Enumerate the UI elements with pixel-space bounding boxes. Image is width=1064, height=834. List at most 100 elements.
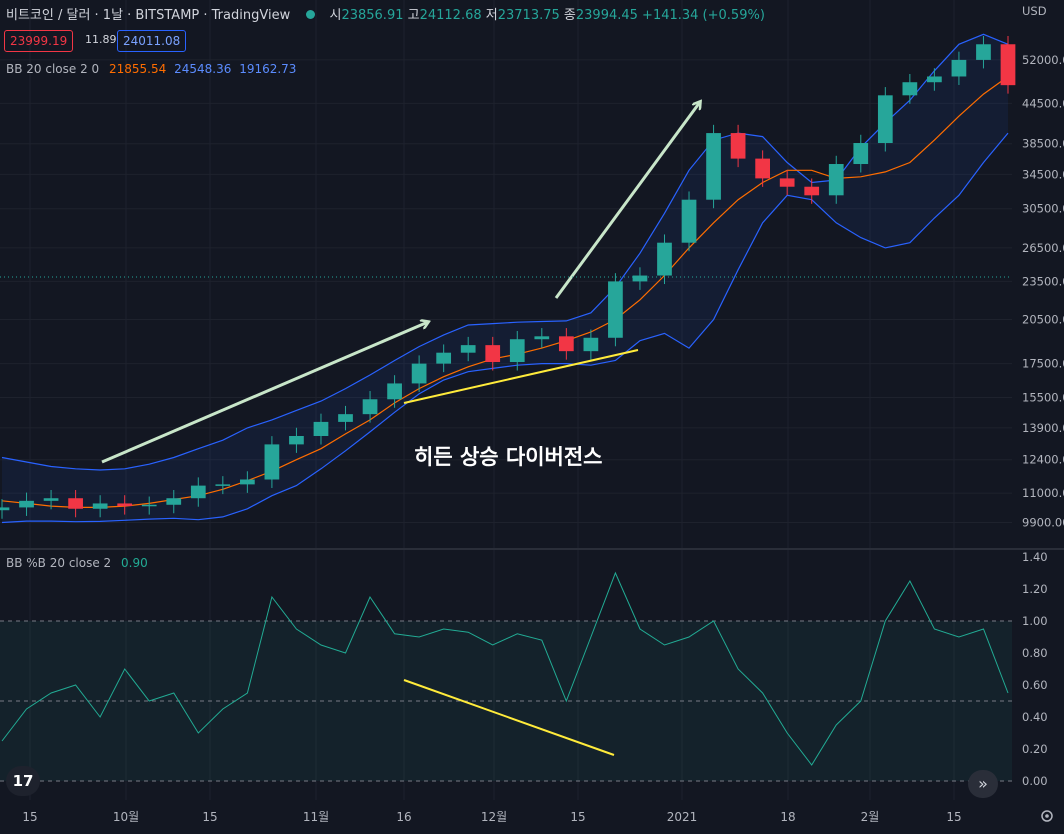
scroll-to-realtime-button[interactable]: » (968, 770, 998, 798)
price-tick-label: 20500.00 (1022, 313, 1064, 327)
pctb-tick-label: 1.20 (1022, 582, 1048, 596)
candle (43, 489, 59, 510)
candle (583, 329, 599, 360)
price-tick-label: 23500.00 (1022, 274, 1064, 288)
candle (976, 36, 991, 69)
price-tick-label: 38500.00 (1022, 137, 1064, 151)
candles (0, 36, 1016, 519)
price-tick-label: 52000.00 (1022, 53, 1064, 67)
high-value: 24112.68 (419, 8, 482, 23)
candle (657, 234, 672, 285)
candle (289, 427, 304, 453)
currency-label: USD (1022, 4, 1047, 18)
bid-badge[interactable]: 23999.19 (4, 30, 74, 52)
spread-badge: 11.89 (85, 33, 117, 46)
pctb-tick-label: 0.60 (1022, 678, 1048, 692)
pctb-axis: 1.40 1.20 1.00 0.80 0.60 0.40 0.20 0.00 (1022, 550, 1048, 788)
candle (362, 391, 378, 423)
pctb-value: 0.90 (121, 556, 148, 570)
candle (509, 330, 525, 371)
pctb-tick-label: 0.40 (1022, 710, 1048, 724)
candle (804, 178, 820, 204)
pctb-name: BB %B 20 close 2 (6, 556, 112, 570)
price-tick-label: 11000.00 (1022, 486, 1064, 500)
price-tick-label: 12400.00 (1022, 453, 1064, 467)
time-tick-label: 2월 (861, 810, 880, 824)
candle (338, 405, 353, 431)
candle (215, 476, 231, 495)
price-tick-label: 15500.00 (1022, 390, 1064, 404)
time-tick-label: 15 (946, 810, 961, 824)
candle (190, 477, 206, 507)
open-value: 23856.91 (341, 8, 404, 23)
candle (411, 355, 427, 392)
candle (387, 375, 402, 408)
band-fill (2, 34, 1008, 523)
bb-name: BB 20 close 2 0 (6, 62, 100, 76)
candle (877, 87, 893, 152)
price-tick-label: 13900.00 (1022, 421, 1064, 435)
bb-upper-value: 24548.36 (174, 62, 232, 76)
open-label: 시 (329, 8, 342, 23)
price-tick-label: 9900.00 (1022, 515, 1064, 529)
upper-band-line (1, 33, 1009, 471)
candle (828, 155, 844, 204)
bb-basis-value: 21855.54 (109, 62, 167, 76)
candle (313, 413, 329, 445)
time-tick-label: 10월 (113, 810, 139, 824)
pctb-tick-label: 0.80 (1022, 646, 1048, 660)
time-tick-label: 15 (22, 810, 37, 824)
time-tick-label: 15 (202, 810, 217, 824)
status-dot-icon (306, 10, 316, 19)
change-value: +141.34 (+0.59%) (642, 8, 765, 23)
candle (853, 134, 869, 173)
tradingview-logo-icon[interactable]: 17 (6, 766, 40, 796)
candle (681, 191, 697, 252)
candle (240, 471, 255, 493)
pctb-tick-label: 0.20 (1022, 742, 1048, 756)
candle (558, 328, 574, 360)
close-label: 종 (563, 8, 576, 23)
bb-lower-value: 19162.73 (239, 62, 297, 76)
candle (779, 170, 795, 196)
symbol-title[interactable]: 비트코인 / 달러 · 1날 · BITSTAMP · TradingView (6, 8, 291, 23)
price-tick-label: 34500.00 (1022, 167, 1064, 181)
pctb-legend[interactable]: BB %B 20 close 2 0.90 (6, 556, 148, 570)
candle (68, 489, 83, 518)
candle (92, 495, 108, 518)
pctb-tick-label: 0.00 (1022, 774, 1048, 788)
time-axis: 15 10월 15 11월 16 12월 15 2021 18 2월 15 (22, 810, 961, 824)
candle (1000, 36, 1016, 94)
basis-line (1, 76, 1009, 508)
pctb-tick-label: 1.40 (1022, 550, 1048, 564)
ask-badge[interactable]: 24011.08 (117, 30, 187, 52)
candle (632, 267, 648, 290)
price-tick-label: 17500.00 (1022, 357, 1064, 371)
candle (706, 124, 721, 209)
time-tick-label: 12월 (481, 810, 507, 824)
candle (485, 336, 501, 371)
candle (608, 273, 623, 347)
settings-icon[interactable] (1041, 810, 1053, 822)
time-tick-label: 11월 (303, 810, 329, 824)
candle (902, 73, 918, 104)
close-value: 23994.45 (575, 8, 638, 23)
time-tick-label: 18 (780, 810, 795, 824)
low-value: 23713.75 (497, 8, 560, 23)
low-label: 저 (485, 8, 498, 23)
annotation-label: 히든 상승 다이버전스 (414, 445, 603, 469)
trend-arrow-1 (101, 322, 428, 464)
candle (755, 150, 770, 187)
time-tick-label: 2021 (667, 810, 698, 824)
bb-legend[interactable]: BB 20 close 2 0 21855.54 24548.36 19162.… (6, 62, 296, 76)
candle (730, 124, 746, 168)
candle (117, 495, 133, 515)
trend-arrow-2 (554, 102, 700, 299)
candle (436, 344, 452, 373)
candle (19, 492, 34, 516)
candle (534, 328, 550, 348)
high-label: 고 (407, 8, 420, 23)
pctb-trendline (403, 679, 615, 756)
lower-band-line (1, 132, 1009, 524)
